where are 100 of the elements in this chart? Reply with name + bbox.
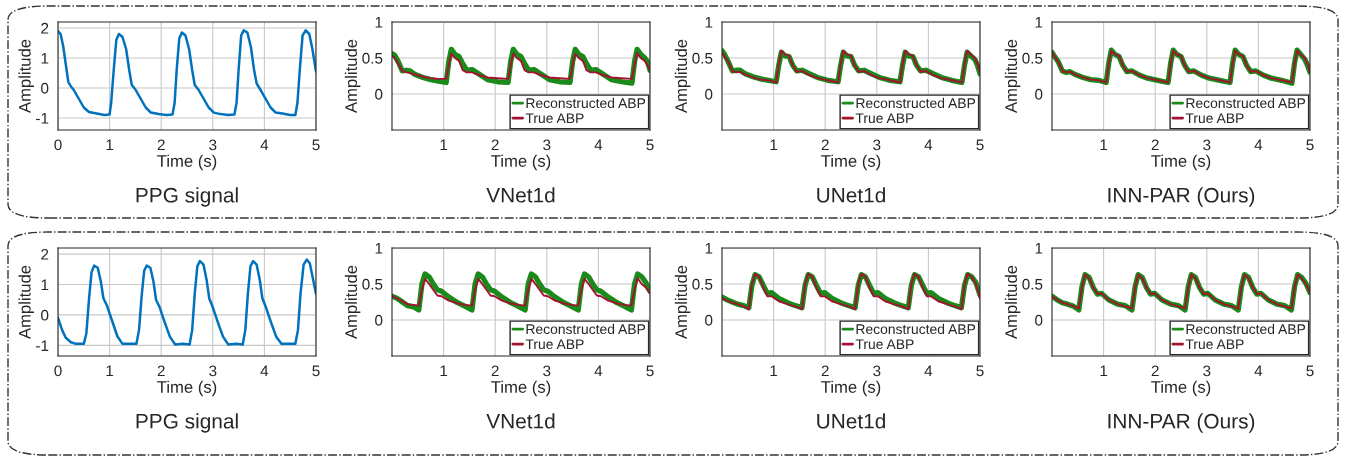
x-tick-label: 4 — [594, 139, 603, 151]
x-tick-label: 1 — [1100, 365, 1108, 377]
y-axis-title: Amplitude — [674, 265, 691, 340]
legend-label: True ABP — [525, 339, 584, 350]
x-tick-label: 2 — [821, 139, 829, 151]
x-tick-label: 3 — [543, 365, 551, 377]
x-tick-label: 4 — [260, 365, 269, 377]
x-tick-label: 5 — [976, 139, 984, 151]
y-tick-label: 0 — [705, 314, 713, 326]
x-tick-label: 3 — [543, 139, 551, 151]
y-tick-label: 0 — [705, 88, 713, 100]
y-axis-title: Amplitude — [344, 265, 361, 340]
x-tick-label: 3 — [1203, 365, 1211, 377]
y-axis-title: Amplitude — [1004, 265, 1021, 340]
x-tick-label: 4 — [1254, 365, 1263, 377]
x-tick-label: 2 — [491, 139, 499, 151]
x-tick-label: 1 — [106, 139, 114, 151]
x-tick-label: 5 — [312, 365, 320, 377]
y-tick-label: 0 — [41, 309, 49, 321]
y-tick-label: 1 — [375, 17, 383, 28]
y-tick-label: 1 — [41, 279, 49, 291]
y-tick-label: 0 — [375, 88, 383, 100]
y-axis-title: Amplitude — [18, 39, 34, 114]
text: INN-PAR (Ours) — [1108, 187, 1255, 207]
y-tick-label: 1 — [705, 17, 713, 28]
x-tick-label: 1 — [440, 139, 448, 151]
y-tick-label: 0.5 — [1022, 278, 1043, 290]
x-tick-label: 4 — [594, 365, 603, 377]
legend-label: True ABP — [1185, 113, 1244, 124]
x-axis-title: Time (s) — [491, 154, 551, 171]
y-tick-label: 1 — [375, 243, 383, 254]
legend-label: True ABP — [855, 339, 914, 350]
y-tick-label: 0 — [1035, 314, 1043, 326]
x-tick-label: 5 — [312, 139, 320, 151]
legend-label: Reconstructed ABP — [526, 97, 646, 109]
x-tick-label: 1 — [106, 365, 114, 377]
x-tick-label: 5 — [1306, 365, 1314, 377]
x-axis-title: Time (s) — [157, 380, 217, 397]
y-tick-label: 2 — [41, 22, 49, 34]
text: PPG signal — [136, 187, 238, 207]
x-tick-label: 2 — [1151, 365, 1159, 377]
x-tick-label: 4 — [1254, 139, 1263, 151]
x-axis-title: Time (s) — [157, 154, 217, 171]
y-tick-label: 1 — [705, 243, 713, 254]
text: PPG signal — [136, 413, 238, 433]
x-tick-label: 5 — [1306, 139, 1314, 151]
text: UNet1d — [817, 413, 885, 429]
x-tick-label: 5 — [646, 365, 654, 377]
x-tick-label: 5 — [976, 365, 984, 377]
text: VNet1d — [486, 413, 555, 429]
x-tick-label: 0 — [54, 365, 62, 377]
x-tick-label: 1 — [440, 365, 448, 377]
text: UNet1d — [817, 187, 885, 203]
y-axis-title: Amplitude — [18, 265, 34, 340]
x-tick-label: 4 — [924, 139, 933, 151]
legend-label: True ABP — [525, 113, 584, 124]
y-tick-label: 1 — [41, 53, 49, 64]
y-tick-label: 1 — [1035, 243, 1043, 254]
x-tick-label: 3 — [873, 139, 881, 151]
x-tick-label: 2 — [157, 139, 165, 151]
legend-label: Reconstructed ABP — [1186, 323, 1306, 335]
y-axis-title: Amplitude — [344, 39, 361, 114]
y-tick-label: 0.5 — [1022, 52, 1043, 64]
y-tick-label: -1 — [36, 340, 49, 351]
y-tick-label: 0 — [41, 82, 49, 94]
x-axis-title: Time (s) — [491, 380, 551, 397]
legend-label: Reconstructed ABP — [1186, 97, 1306, 109]
x-tick-label: 3 — [209, 139, 217, 151]
legend-label: Reconstructed ABP — [856, 97, 976, 109]
x-tick-label: 2 — [1151, 139, 1159, 151]
x-tick-label: 3 — [1203, 139, 1211, 151]
x-tick-label: 1 — [770, 365, 778, 377]
y-tick-label: 0.5 — [362, 52, 383, 64]
text: VNet1d — [486, 187, 555, 203]
x-tick-label: 1 — [1100, 139, 1108, 151]
x-tick-label: 0 — [54, 139, 62, 151]
x-axis-title: Time (s) — [1151, 154, 1211, 171]
y-tick-label: 0 — [375, 314, 383, 326]
x-axis-title: Time (s) — [821, 380, 881, 397]
legend-label: True ABP — [855, 113, 914, 124]
text: INN-PAR (Ours) — [1108, 413, 1255, 433]
x-tick-label: 3 — [873, 365, 881, 377]
y-axis-title: Amplitude — [1004, 39, 1021, 114]
x-tick-label: 2 — [491, 365, 499, 377]
y-tick-label: 1 — [1035, 17, 1043, 28]
x-axis-title: Time (s) — [821, 154, 881, 171]
y-tick-label: -1 — [36, 113, 49, 124]
x-tick-label: 4 — [260, 139, 269, 151]
legend-label: Reconstructed ABP — [856, 323, 976, 335]
x-tick-label: 3 — [209, 365, 217, 377]
x-tick-label: 5 — [646, 139, 654, 151]
y-tick-label: 2 — [41, 248, 49, 260]
x-tick-label: 2 — [821, 365, 829, 377]
x-tick-label: 2 — [157, 365, 165, 377]
x-tick-label: 4 — [924, 365, 933, 377]
y-tick-label: 0.5 — [692, 278, 713, 290]
legend-label: True ABP — [1185, 339, 1244, 350]
y-tick-label: 0.5 — [692, 52, 713, 64]
x-axis-title: Time (s) — [1151, 380, 1211, 397]
y-tick-label: 0 — [1035, 88, 1043, 100]
